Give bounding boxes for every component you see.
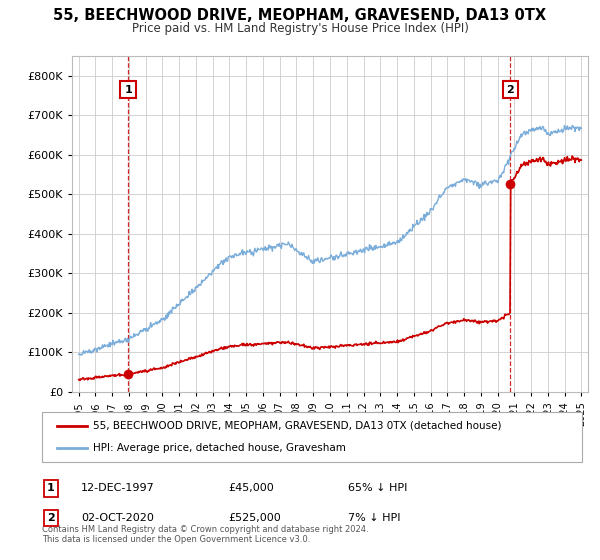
Text: 1: 1 xyxy=(47,483,55,493)
Text: 2: 2 xyxy=(506,85,514,95)
Text: 55, BEECHWOOD DRIVE, MEOPHAM, GRAVESEND, DA13 0TX: 55, BEECHWOOD DRIVE, MEOPHAM, GRAVESEND,… xyxy=(53,8,547,24)
Text: 02-OCT-2020: 02-OCT-2020 xyxy=(81,513,154,523)
Text: 12-DEC-1997: 12-DEC-1997 xyxy=(81,483,155,493)
Text: 7% ↓ HPI: 7% ↓ HPI xyxy=(348,513,401,523)
Text: 55, BEECHWOOD DRIVE, MEOPHAM, GRAVESEND, DA13 0TX (detached house): 55, BEECHWOOD DRIVE, MEOPHAM, GRAVESEND,… xyxy=(93,421,502,431)
Text: 65% ↓ HPI: 65% ↓ HPI xyxy=(348,483,407,493)
Text: Contains HM Land Registry data © Crown copyright and database right 2024.
This d: Contains HM Land Registry data © Crown c… xyxy=(42,525,368,544)
Text: Price paid vs. HM Land Registry's House Price Index (HPI): Price paid vs. HM Land Registry's House … xyxy=(131,22,469,35)
Text: £45,000: £45,000 xyxy=(228,483,274,493)
Text: HPI: Average price, detached house, Gravesham: HPI: Average price, detached house, Grav… xyxy=(93,443,346,453)
Text: 2: 2 xyxy=(47,513,55,523)
Text: 1: 1 xyxy=(124,85,132,95)
Text: £525,000: £525,000 xyxy=(228,513,281,523)
